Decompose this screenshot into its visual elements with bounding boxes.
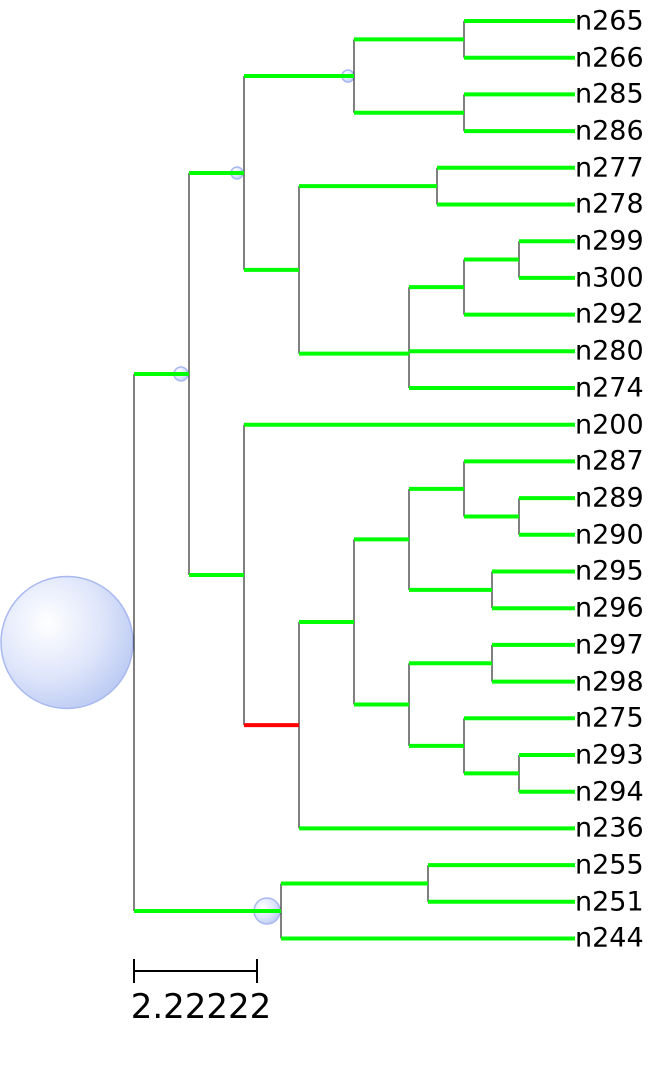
node-markers bbox=[0, 69, 355, 925]
leaf-label: n293 bbox=[575, 740, 644, 771]
leaf-label: n286 bbox=[575, 116, 644, 147]
leaf-label: n280 bbox=[575, 336, 644, 367]
node-marker bbox=[0, 575, 134, 710]
leaf-label: n294 bbox=[575, 777, 644, 808]
leaf-label: n277 bbox=[575, 153, 644, 184]
leaf-label: n298 bbox=[575, 667, 644, 698]
leaf-label: n296 bbox=[575, 593, 644, 624]
leaf-label: n275 bbox=[575, 703, 644, 734]
leaf-label: n300 bbox=[575, 263, 644, 294]
leaf-label: n278 bbox=[575, 189, 644, 220]
leaf-label: n251 bbox=[575, 887, 644, 918]
leaf-label: n299 bbox=[575, 226, 644, 257]
leaf-label: n255 bbox=[575, 850, 644, 881]
leaf-label: n266 bbox=[575, 43, 644, 74]
leaf-label: n297 bbox=[575, 630, 644, 661]
leaf-label: n287 bbox=[575, 446, 644, 477]
leaf-label: n274 bbox=[575, 373, 644, 404]
leaf-label: n289 bbox=[575, 483, 644, 514]
connectors bbox=[133, 21, 520, 939]
leaf-label: n236 bbox=[575, 813, 644, 844]
branches bbox=[134, 19, 575, 941]
leaf-label: n244 bbox=[575, 923, 644, 954]
leaf-labels: n265 n266 n285 n286 n277 n278 n299 n300 … bbox=[575, 6, 644, 954]
leaf-label: n295 bbox=[575, 556, 644, 587]
leaf-label: n200 bbox=[575, 410, 644, 441]
scale-bar-label: 2.22222 bbox=[131, 987, 272, 1027]
leaf-label: n265 bbox=[575, 6, 644, 37]
scale-bar: 2.22222 bbox=[131, 959, 272, 1027]
leaf-label: n285 bbox=[575, 79, 644, 110]
leaf-label: n290 bbox=[575, 520, 644, 551]
leaf-label: n292 bbox=[575, 299, 644, 330]
